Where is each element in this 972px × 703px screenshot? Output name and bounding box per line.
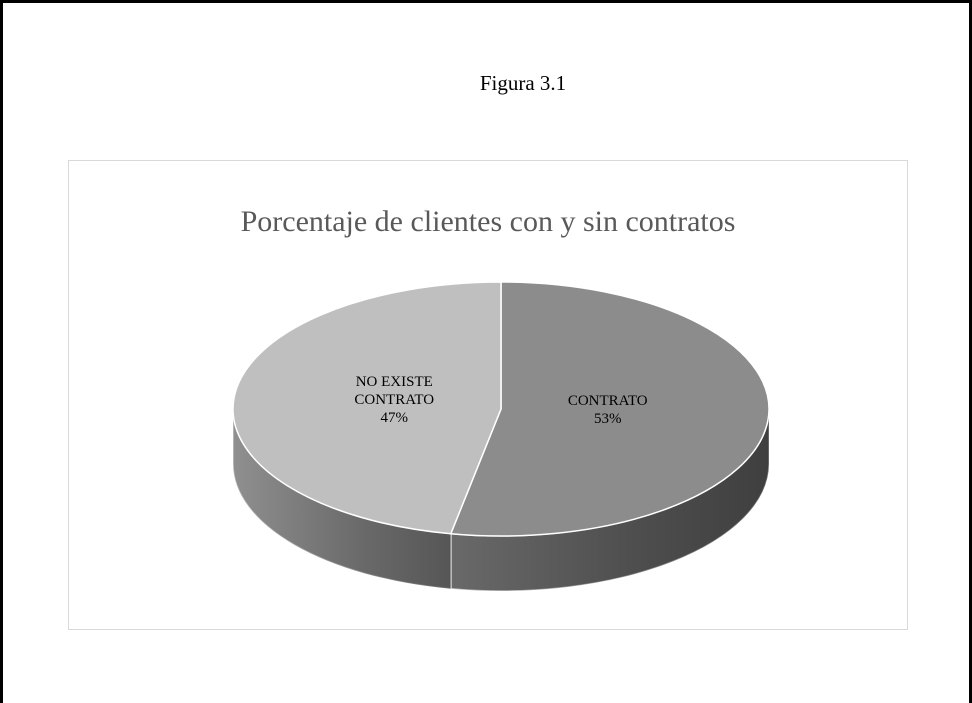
data-label: CONTRATO 53% (548, 392, 668, 428)
slice (232, 281, 502, 535)
data-label: NO EXISTE CONTRATO 47% (334, 373, 454, 427)
label-category: CONTRATO (567, 392, 648, 409)
slice (449, 281, 770, 537)
figure-caption: Figura 3.1 (479, 71, 567, 95)
label-value: 53% (593, 410, 622, 427)
label-category: NO EXISTE CONTRATO (354, 374, 435, 409)
chart-title: Porcentaje de clientes con y sin contrat… (240, 205, 736, 238)
chart-area: Porcentaje de clientes con y sin contrat… (68, 160, 908, 630)
slice-side-shade (450, 409, 769, 591)
slice-side-shade (233, 409, 451, 589)
chart (232, 281, 770, 592)
label-value: 47% (380, 410, 409, 427)
